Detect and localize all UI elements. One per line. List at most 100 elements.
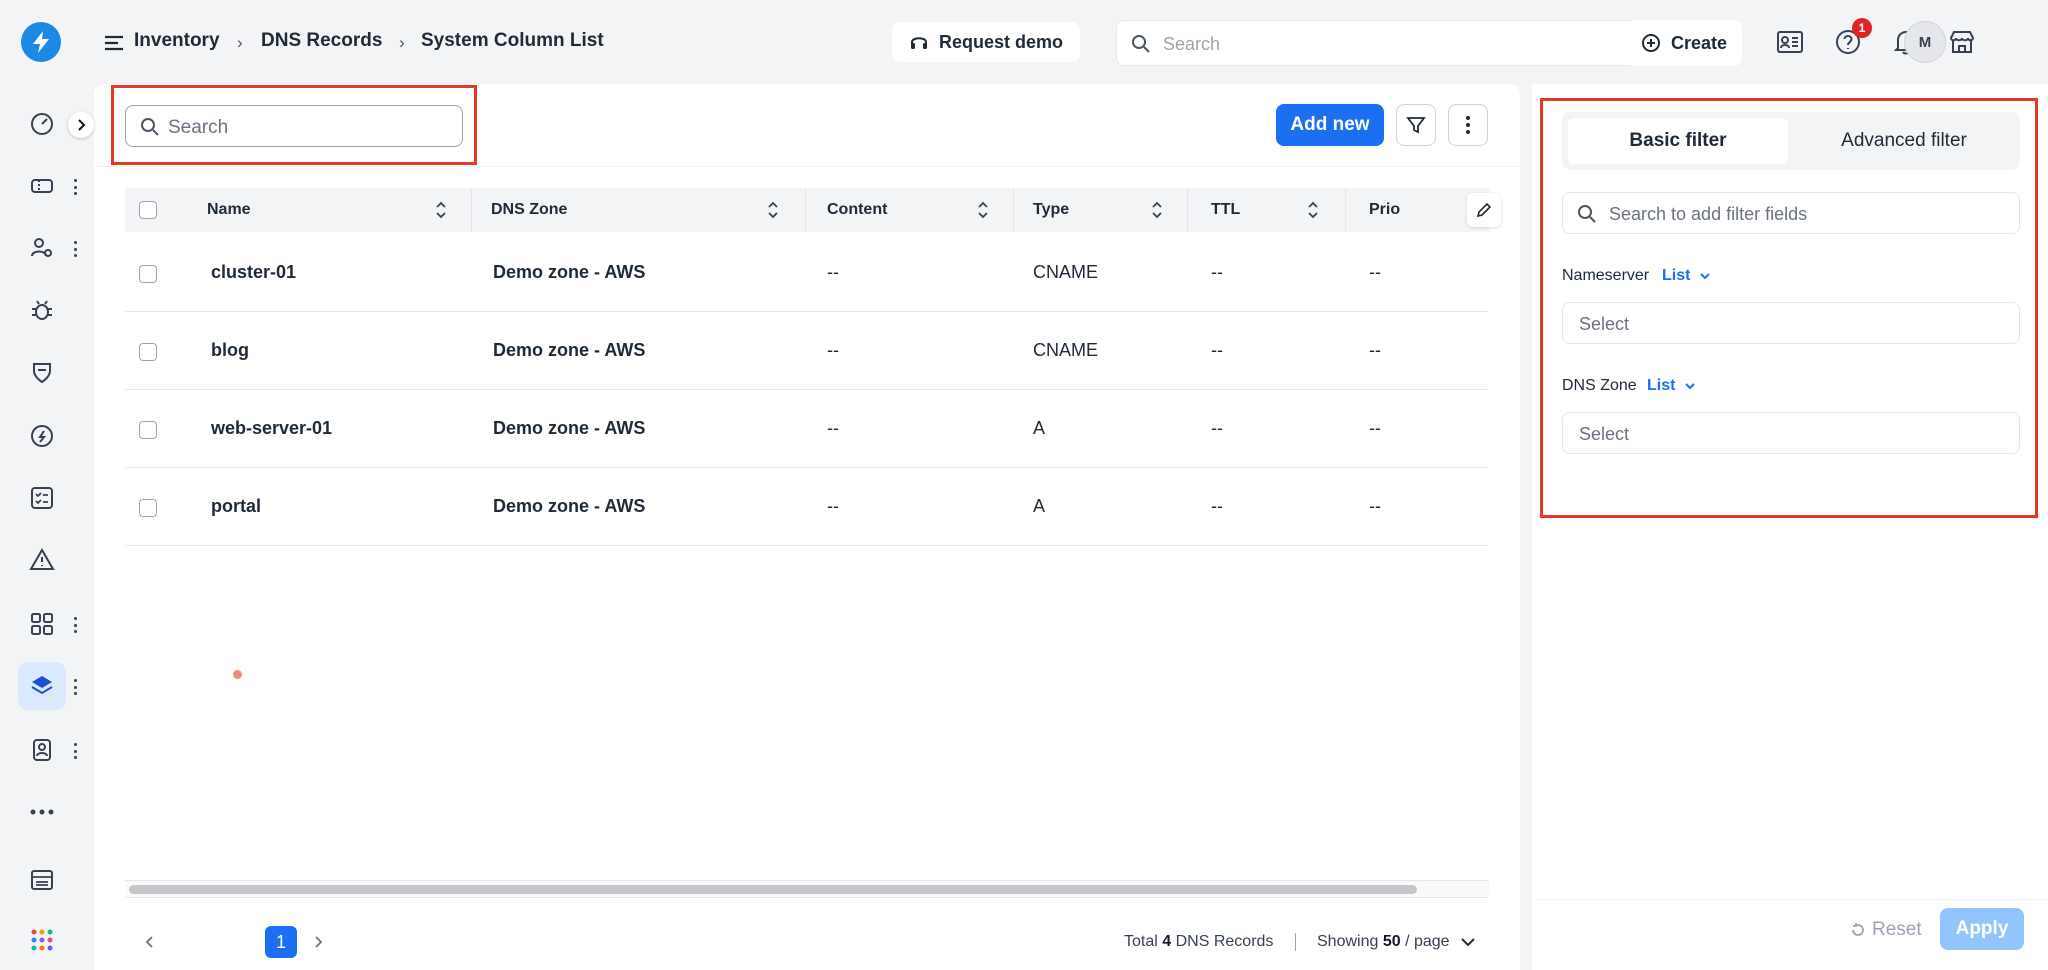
sort-icon[interactable] xyxy=(1307,200,1319,220)
breadcrumb-separator-icon: › xyxy=(237,33,243,52)
dns-zone-label: DNS Zone xyxy=(1562,377,1637,394)
cell-dns-zone[interactable]: Demo zone - AWS xyxy=(493,496,646,516)
column-header-type[interactable]: Type xyxy=(1033,201,1070,218)
tickets-icon[interactable] xyxy=(18,162,66,210)
table-row[interactable]: cluster-01 Demo zone - AWS -- CNAME -- -… xyxy=(125,234,1489,312)
users-settings-icon[interactable] xyxy=(18,224,66,272)
filter-panel: Basic filter Advanced filter Search to a… xyxy=(1532,84,2048,970)
cell-prio: -- xyxy=(1369,496,1381,516)
total-count: 4 xyxy=(1162,933,1172,950)
tab-basic-filter[interactable]: Basic filter xyxy=(1568,118,1788,164)
breadcrumb-inventory[interactable]: Inventory xyxy=(134,30,220,51)
nameserver-select[interactable]: Select xyxy=(1562,302,2020,344)
app-logo-icon[interactable] xyxy=(21,22,61,62)
cell-name[interactable]: cluster-01 xyxy=(211,262,297,282)
cell-dns-zone[interactable]: Demo zone - AWS xyxy=(493,418,646,438)
horizontal-scrollbar[interactable] xyxy=(125,880,1489,898)
server-icon[interactable] xyxy=(18,856,66,904)
page-number-current[interactable]: 1 xyxy=(265,926,297,958)
cell-name[interactable]: blog xyxy=(211,340,249,360)
more-vertical-icon xyxy=(1466,116,1470,134)
create-button[interactable]: Create xyxy=(1626,20,1742,66)
row-checkbox[interactable] xyxy=(139,499,157,517)
apps-more-icon[interactable] xyxy=(68,614,82,636)
reset-button[interactable]: Reset xyxy=(1850,919,1922,941)
dashboard-icon[interactable] xyxy=(18,100,66,148)
layers-icon[interactable] xyxy=(18,662,66,710)
sort-icon[interactable] xyxy=(767,200,779,220)
cell-dns-zone[interactable]: Demo zone - AWS xyxy=(493,340,646,360)
column-header-content[interactable]: Content xyxy=(827,201,888,218)
sort-icon[interactable] xyxy=(977,200,989,220)
next-page-icon[interactable] xyxy=(306,926,330,958)
dns-zone-mode-dropdown[interactable]: List xyxy=(1647,377,1696,395)
column-header-ttl[interactable]: TTL xyxy=(1211,201,1241,218)
cell-name[interactable]: portal xyxy=(211,496,262,516)
shield-icon[interactable] xyxy=(18,348,66,396)
users-more-icon[interactable] xyxy=(68,238,82,260)
sort-icon[interactable] xyxy=(435,200,447,220)
main-content-panel: Search Add new Name DNS Zone Content Typ… xyxy=(94,84,1520,970)
column-header-prio[interactable]: Prio xyxy=(1369,201,1401,218)
layers-more-icon[interactable] xyxy=(68,676,82,698)
cell-content: -- xyxy=(827,496,839,516)
headset-icon xyxy=(910,37,927,49)
filter-button[interactable] xyxy=(1396,104,1436,146)
help-icon[interactable]: 1 xyxy=(1830,18,1872,60)
tab-advanced-filter[interactable]: Advanced filter xyxy=(1841,130,1967,151)
contacts-more-icon[interactable] xyxy=(68,740,82,762)
table-search-input[interactable]: Search xyxy=(125,105,463,147)
scrollbar-thumb[interactable] xyxy=(129,885,1417,894)
menu-icon[interactable] xyxy=(104,34,124,57)
row-checkbox[interactable] xyxy=(139,421,157,439)
cell-dns-zone[interactable]: Demo zone - AWS xyxy=(493,262,646,282)
breadcrumb-dns-records[interactable]: DNS Records xyxy=(261,30,383,51)
cell-ttl: -- xyxy=(1211,340,1223,360)
top-header: Inventory › DNS Records › System Column … xyxy=(94,0,2048,84)
column-separator xyxy=(805,188,806,232)
table-row[interactable]: web-server-01 Demo zone - AWS -- A -- -- xyxy=(125,390,1489,468)
more-options-button[interactable] xyxy=(1448,104,1488,146)
select-all-checkbox[interactable] xyxy=(139,201,157,219)
table-row[interactable]: blog Demo zone - AWS -- CNAME -- -- xyxy=(125,312,1489,390)
warning-icon[interactable] xyxy=(18,536,66,584)
edit-columns-button[interactable] xyxy=(1467,193,1501,227)
apply-button[interactable]: Apply xyxy=(1940,908,2024,950)
row-checkbox[interactable] xyxy=(139,343,157,361)
cell-type: A xyxy=(1033,496,1046,516)
apps-grid-icon[interactable] xyxy=(18,600,66,648)
highlight-filter-panel xyxy=(1540,98,2038,518)
filter-fields-search-input[interactable]: Search to add filter fields xyxy=(1562,192,2020,234)
global-search-input[interactable]: Search / xyxy=(1116,20,1702,66)
compass-icon[interactable] xyxy=(18,412,66,460)
contact-card-icon[interactable] xyxy=(1772,24,1808,60)
user-avatar[interactable]: M xyxy=(1904,21,1946,63)
table-row[interactable]: portal Demo zone - AWS -- A -- -- xyxy=(125,468,1489,546)
nameserver-mode-dropdown[interactable]: List xyxy=(1662,267,1711,285)
add-new-button[interactable]: Add new xyxy=(1276,104,1384,146)
column-header-name[interactable]: Name xyxy=(207,201,251,218)
color-grid-icon[interactable] xyxy=(18,916,66,964)
expand-sidebar-button[interactable] xyxy=(68,112,94,138)
left-navigation xyxy=(0,0,94,970)
store-icon[interactable] xyxy=(1944,24,1980,60)
column-header-dns-zone[interactable]: DNS Zone xyxy=(491,201,568,218)
column-separator xyxy=(1187,188,1188,232)
previous-page-icon[interactable] xyxy=(138,926,162,958)
cell-content: -- xyxy=(827,262,839,282)
request-demo-button[interactable]: Request demo xyxy=(892,22,1080,62)
sort-icon[interactable] xyxy=(1151,200,1163,220)
page-size-selector[interactable]: Showing 50 / page xyxy=(1317,933,1476,951)
checklist-icon[interactable] xyxy=(18,474,66,522)
filter-footer: Reset Apply xyxy=(1532,899,2048,970)
table-search-placeholder: Search xyxy=(168,117,229,138)
tickets-more-icon[interactable] xyxy=(68,176,82,198)
cell-name[interactable]: web-server-01 xyxy=(211,418,333,438)
showing-prefix: Showing xyxy=(1317,933,1379,950)
dns-zone-select[interactable]: Select xyxy=(1562,412,2020,454)
create-label: Create xyxy=(1670,32,1728,53)
more-horizontal-icon[interactable] xyxy=(18,788,66,836)
contacts-icon[interactable] xyxy=(18,726,66,774)
bug-icon[interactable] xyxy=(18,286,66,334)
row-checkbox[interactable] xyxy=(139,265,157,283)
